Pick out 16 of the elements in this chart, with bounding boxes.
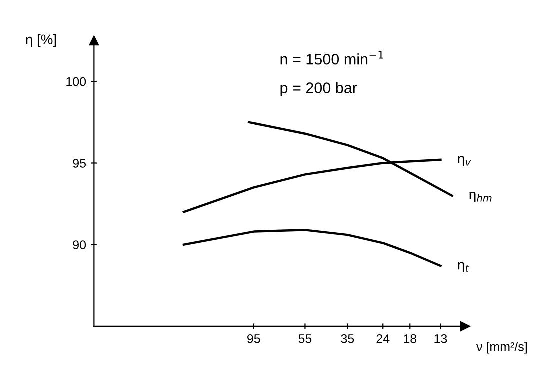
x-tick-label: 95 [248,334,260,344]
x-tick-label: 18 [404,334,417,344]
y-axis-title: η [%] [26,34,56,48]
series-label: η$_{v}$ [458,156,472,166]
x-tick-label: 24 [376,334,390,344]
series-label: η$_{hm}$ [470,192,492,202]
y-tick-label: 95 [73,159,86,168]
series-label: η$_{t}$ [458,262,470,272]
x-axis-title: ν [mm²/s] [476,342,527,354]
annotation: p = 200 bar [280,82,358,96]
annotation: n = 1500 min$^{−1}$ [280,51,384,65]
y-tick-label: 90 [73,240,86,250]
x-tick-label: 35 [341,334,354,344]
x-tick-label: 13 [434,334,448,344]
y-tick-label: 100 [66,77,86,86]
x-tick-label: 55 [298,334,312,344]
